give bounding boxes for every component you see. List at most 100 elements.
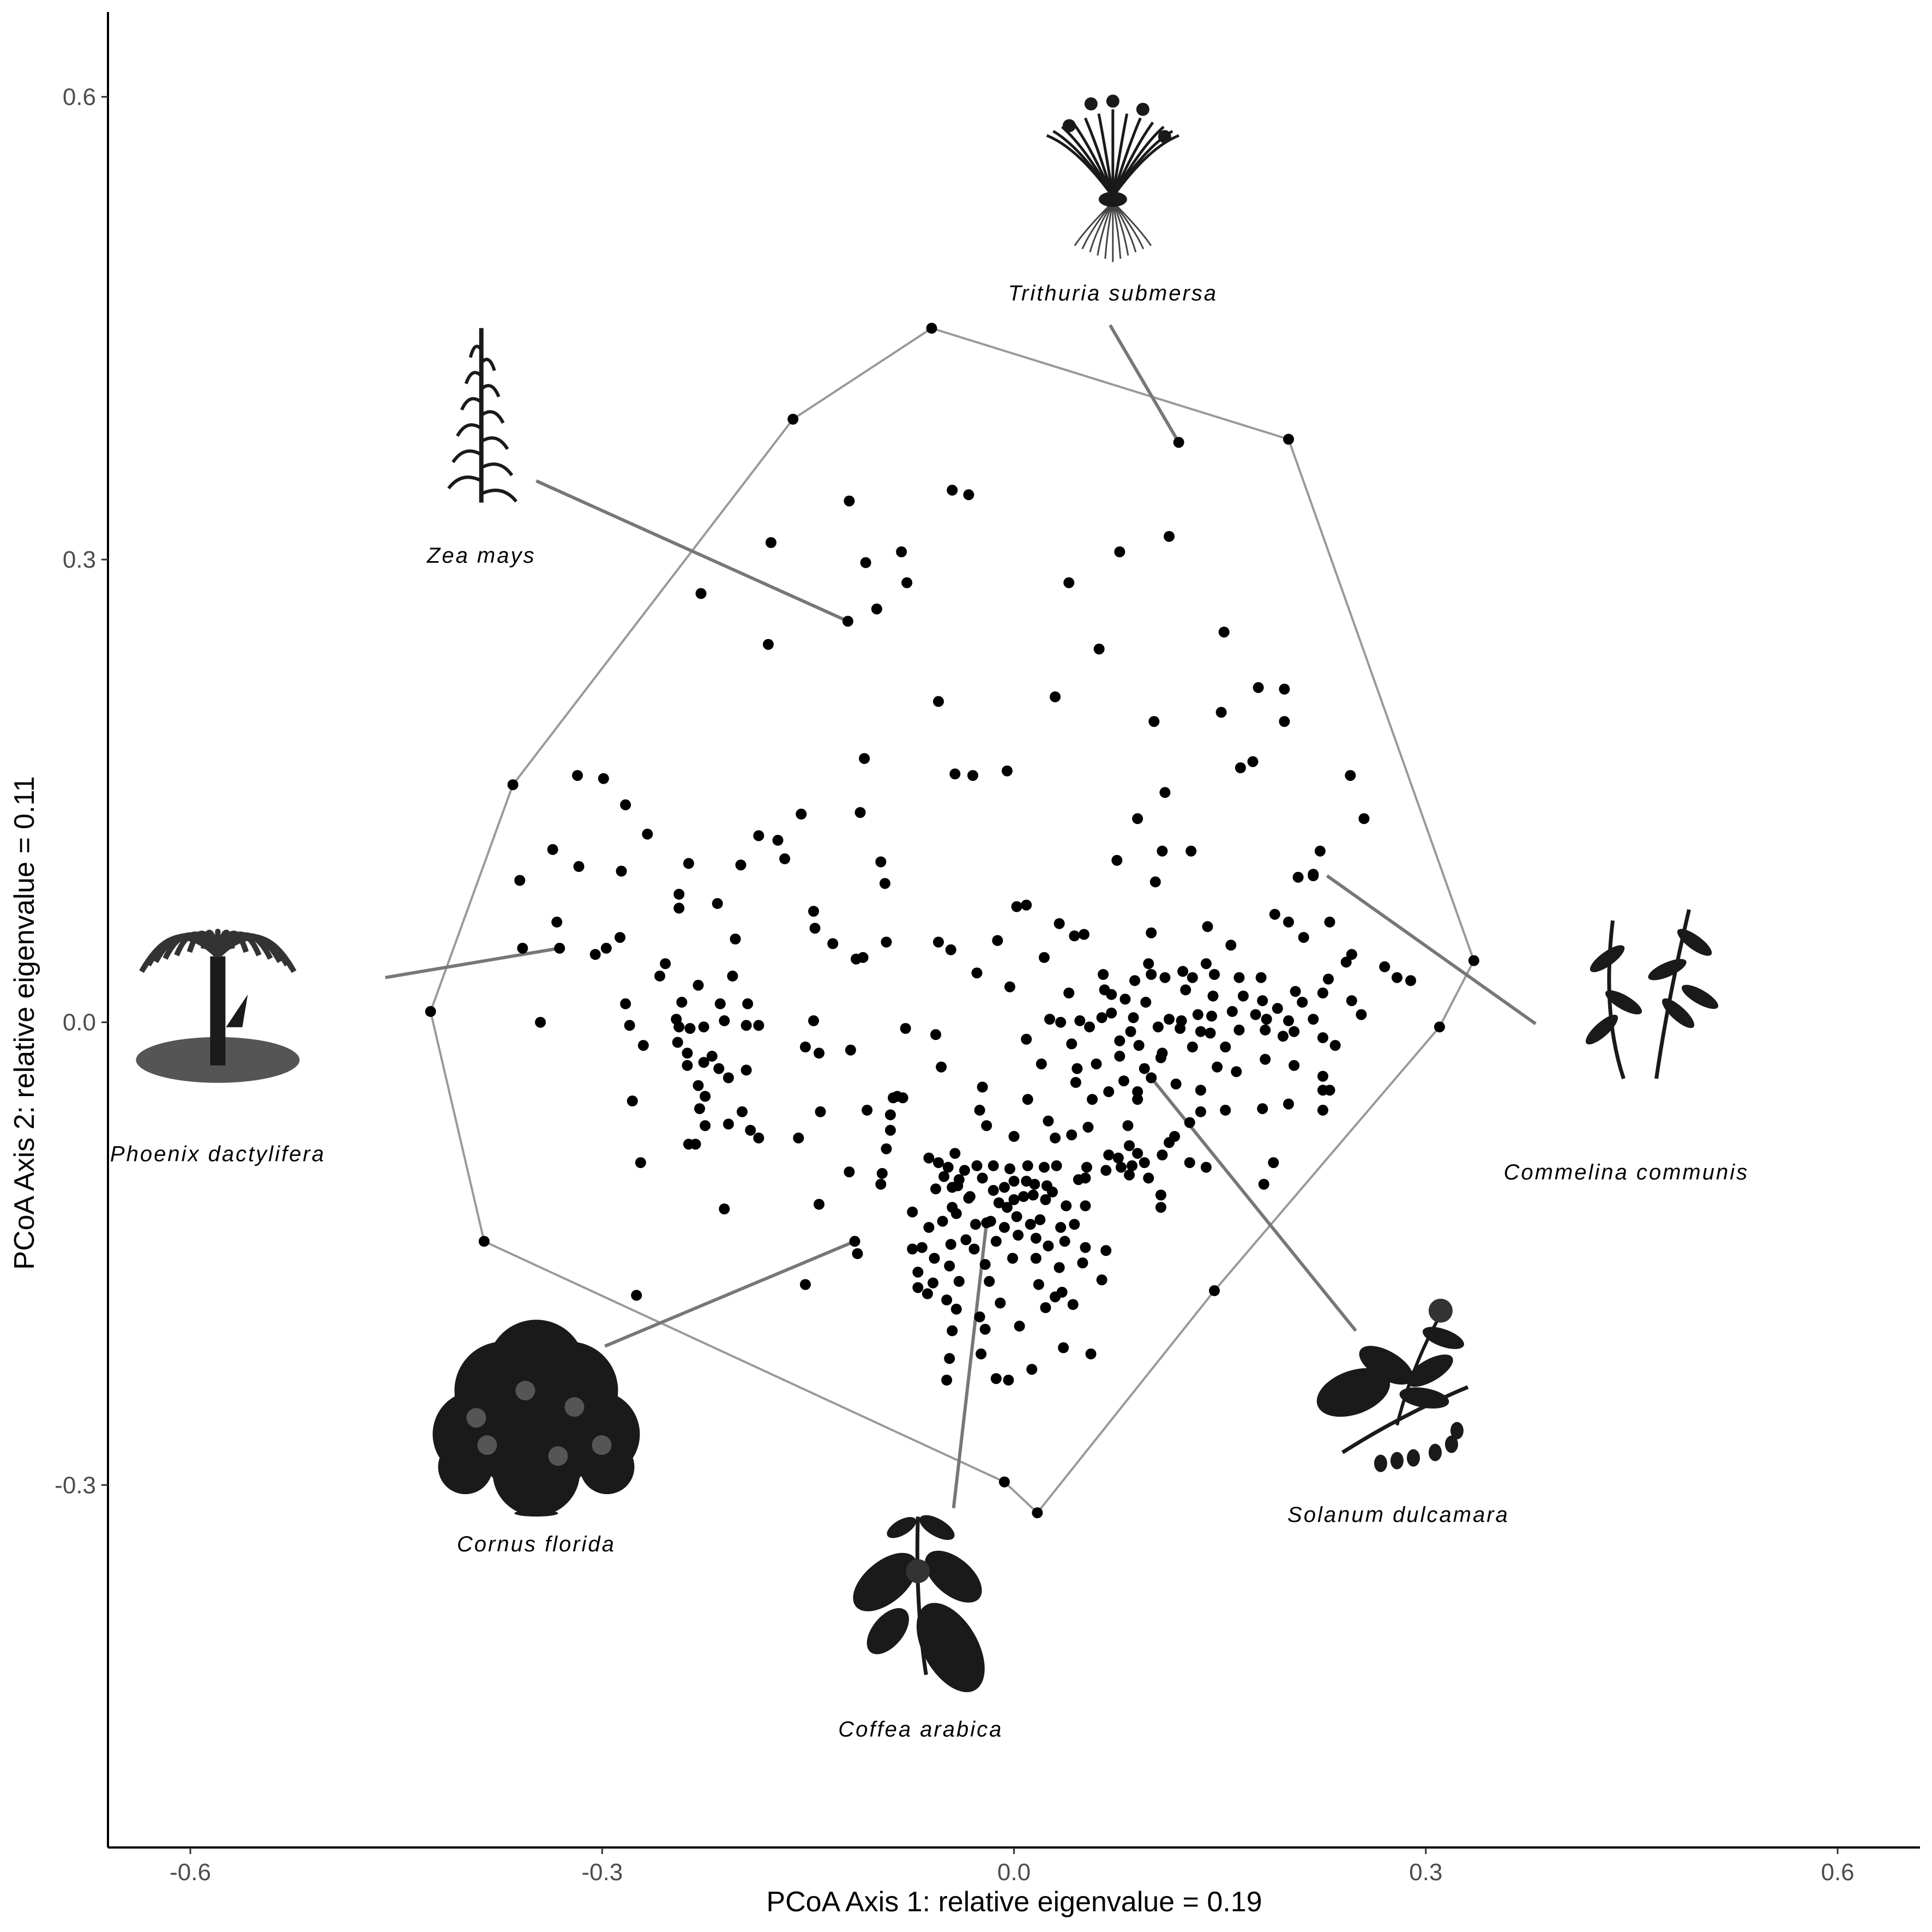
data-point <box>1314 845 1326 857</box>
data-point <box>727 970 738 982</box>
species-silhouettes <box>136 94 1719 1693</box>
data-point <box>1061 1200 1072 1212</box>
y-axis-ticks: 0.6 0.3 0.0 -0.3 <box>55 84 108 1498</box>
data-point <box>1177 966 1189 977</box>
data-point <box>879 878 890 889</box>
data-point <box>950 1303 962 1315</box>
data-point <box>881 1143 892 1154</box>
data-point <box>1013 1230 1024 1241</box>
data-point <box>1034 1214 1046 1225</box>
data-point <box>963 1193 974 1204</box>
data-point <box>1112 1152 1124 1164</box>
data-point <box>1133 1040 1145 1051</box>
data-point <box>1124 1169 1135 1181</box>
leader-line <box>535 479 849 623</box>
data-point <box>1170 1078 1182 1090</box>
data-point <box>949 1148 961 1159</box>
data-point <box>854 807 866 818</box>
data-point <box>1029 1178 1040 1190</box>
data-point <box>1115 1161 1127 1173</box>
data-point <box>714 998 726 1009</box>
data-point <box>1207 990 1219 1002</box>
data-point <box>735 859 747 871</box>
data-point <box>933 1157 944 1169</box>
data-point <box>1237 990 1249 1002</box>
data-point <box>554 942 565 954</box>
data-point <box>814 1199 824 1210</box>
data-point <box>814 1048 824 1059</box>
data-point <box>945 1239 956 1250</box>
data-point <box>1184 1157 1195 1169</box>
data-point <box>1187 1042 1198 1052</box>
data-point <box>627 1096 638 1106</box>
data-point <box>753 830 765 841</box>
data-point <box>624 1020 635 1031</box>
data-point <box>1111 854 1123 866</box>
data-point <box>1063 577 1075 588</box>
species-label: Solanum dulcamara <box>1287 1503 1509 1527</box>
data-point <box>1155 1202 1166 1213</box>
data-point <box>1405 975 1416 986</box>
data-point <box>1054 918 1065 929</box>
data-point <box>1093 643 1105 655</box>
data-point <box>637 1040 649 1051</box>
data-point <box>700 1120 711 1131</box>
data-point <box>673 902 685 914</box>
data-point <box>1129 975 1140 986</box>
data-point <box>753 1132 765 1143</box>
data-point <box>998 1182 1010 1193</box>
data-point <box>1050 1132 1061 1143</box>
data-point <box>959 1165 970 1176</box>
data-point <box>1290 986 1301 997</box>
data-point <box>1067 1299 1079 1310</box>
data-point <box>1283 916 1294 928</box>
data-point <box>1233 972 1245 983</box>
x-axis-title: PCoA Axis 1: relative eigenvalue = 0.19 <box>766 1886 1262 1918</box>
data-point <box>1148 716 1160 727</box>
data-point <box>1317 988 1328 998</box>
data-point <box>979 1323 991 1335</box>
data-point <box>1250 1009 1261 1020</box>
data-point <box>1033 1279 1044 1290</box>
data-point <box>851 953 862 965</box>
data-point <box>1027 1189 1039 1201</box>
data-point <box>1044 1014 1055 1025</box>
data-point <box>1255 972 1267 983</box>
data-point <box>933 696 944 707</box>
data-point <box>615 932 625 943</box>
data-point <box>1114 546 1126 557</box>
data-point <box>1159 787 1171 798</box>
data-point <box>1215 707 1227 718</box>
data-point <box>1226 1006 1238 1017</box>
data-point <box>815 1106 826 1117</box>
data-point <box>1084 1021 1095 1033</box>
data-point <box>676 996 688 1008</box>
data-point <box>683 858 694 869</box>
data-point <box>1080 1200 1091 1212</box>
data-point <box>1159 972 1171 983</box>
data-point <box>1087 1094 1098 1105</box>
data-point <box>796 808 807 820</box>
data-point <box>765 537 777 548</box>
data-point <box>1114 1035 1126 1046</box>
data-point <box>1205 1027 1216 1039</box>
data-point <box>700 1091 711 1102</box>
data-point <box>1132 1148 1143 1159</box>
data-point <box>953 1275 965 1287</box>
data-point <box>937 1215 948 1227</box>
data-point <box>990 1236 1002 1247</box>
data-point <box>698 1057 709 1068</box>
data-point <box>944 1353 955 1364</box>
data-point <box>963 489 974 501</box>
species-label: Cornus florida <box>457 1532 616 1556</box>
data-point <box>573 861 585 872</box>
trithuria-submersa-plant-icon <box>1046 94 1179 262</box>
data-point <box>1308 869 1319 880</box>
data-point <box>809 923 821 934</box>
data-point <box>845 1044 856 1056</box>
data-point <box>1050 1291 1061 1303</box>
data-point <box>926 322 937 334</box>
data-point <box>1051 1160 1062 1171</box>
commelina-communis-plant-icon <box>1585 909 1719 1080</box>
data-point <box>1157 845 1168 857</box>
